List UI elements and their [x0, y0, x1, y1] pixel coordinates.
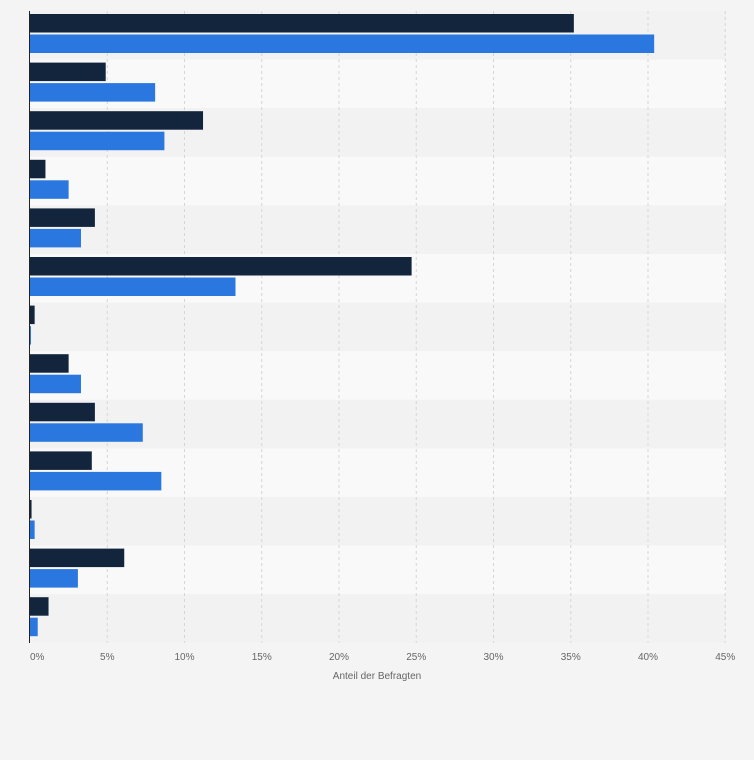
x-tick-label: 40%	[638, 652, 658, 663]
row-band-8	[30, 399, 726, 449]
bar-series-1-cat-5	[30, 277, 236, 296]
x-tick-label: 10%	[174, 652, 194, 663]
bar-series-1-cat-7	[30, 374, 81, 394]
bar-series-1-cat-8	[30, 423, 143, 442]
bar-series-0-cat-2	[30, 111, 204, 130]
bar-series-1-cat-9	[30, 471, 162, 491]
x-axis-title: Anteil der Befragten	[333, 671, 421, 682]
bar-series-1-cat-3	[30, 180, 69, 199]
row-band-3	[30, 156, 726, 206]
row-band-7	[30, 351, 726, 400]
bar-series-0-cat-10	[30, 500, 32, 519]
bar-series-0-cat-4	[30, 208, 95, 227]
bar-series-1-cat-10	[30, 520, 35, 539]
bar-series-1-cat-2	[30, 131, 165, 151]
row-band-11	[30, 545, 726, 595]
row-band-10	[30, 497, 726, 546]
bar-series-1-cat-4	[30, 228, 81, 248]
bar-series-0-cat-6	[30, 305, 35, 325]
bar-series-1-cat-0	[30, 34, 655, 53]
bar-series-0-cat-1	[30, 62, 106, 82]
row-band-6	[30, 302, 726, 352]
row-bands	[30, 11, 726, 643]
bar-series-0-cat-0	[30, 14, 574, 33]
bar-series-0-cat-12	[30, 597, 49, 616]
bar-series-0-cat-7	[30, 354, 69, 373]
bars	[30, 14, 655, 637]
x-tick-label: 35%	[561, 652, 581, 663]
bar-series-0-cat-3	[30, 159, 46, 179]
bar-series-1-cat-11	[30, 569, 78, 588]
row-band-4	[30, 205, 726, 254]
bar-series-1-cat-12	[30, 617, 38, 637]
bar-series-1-cat-1	[30, 83, 156, 102]
bar-series-0-cat-8	[30, 402, 95, 422]
x-tick-label: 5%	[100, 652, 115, 663]
bar-series-1-cat-6	[30, 326, 31, 345]
x-tick-label: 20%	[329, 652, 349, 663]
x-tick-label: 0%	[30, 652, 45, 663]
bar-series-0-cat-5	[30, 257, 412, 276]
x-tick-label: 30%	[483, 652, 503, 663]
x-tick-label: 45%	[715, 652, 735, 663]
row-band-12	[30, 594, 726, 643]
bar-series-0-cat-9	[30, 451, 92, 470]
x-tick-label: 25%	[406, 652, 426, 663]
x-tick-labels: 0% 5% 10% 15% 20% 25% 30% 35% 40% 45%	[30, 652, 735, 663]
x-tick-label: 15%	[252, 652, 272, 663]
bar-series-0-cat-11	[30, 548, 125, 568]
